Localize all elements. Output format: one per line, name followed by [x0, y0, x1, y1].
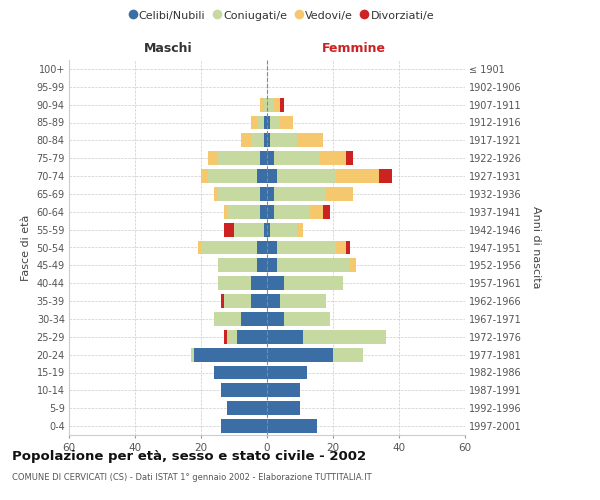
- Bar: [191, 348, 194, 362]
- Bar: [267, 240, 277, 254]
- Bar: [267, 205, 274, 219]
- Bar: [271, 116, 280, 130]
- Bar: [227, 330, 238, 344]
- Bar: [267, 222, 271, 236]
- Bar: [267, 98, 274, 112]
- Bar: [277, 169, 336, 183]
- Y-axis label: Anni di nascita: Anni di nascita: [532, 206, 541, 289]
- Bar: [218, 258, 257, 272]
- Bar: [267, 384, 300, 398]
- Bar: [284, 312, 330, 326]
- Bar: [296, 134, 323, 147]
- Bar: [267, 258, 277, 272]
- Bar: [217, 151, 260, 165]
- Bar: [217, 187, 260, 201]
- Bar: [280, 116, 293, 130]
- Bar: [260, 205, 267, 219]
- Bar: [194, 348, 267, 362]
- Bar: [267, 276, 284, 290]
- Bar: [218, 276, 251, 290]
- Bar: [326, 187, 353, 201]
- Bar: [274, 205, 310, 219]
- Bar: [224, 294, 251, 308]
- Bar: [251, 276, 267, 290]
- Bar: [277, 240, 336, 254]
- Bar: [198, 240, 201, 254]
- Bar: [221, 384, 267, 398]
- Bar: [221, 294, 224, 308]
- Bar: [280, 98, 284, 112]
- Bar: [241, 312, 267, 326]
- Bar: [241, 134, 251, 147]
- Y-axis label: Fasce di età: Fasce di età: [21, 214, 31, 280]
- Bar: [264, 98, 267, 112]
- Text: Maschi: Maschi: [143, 42, 193, 55]
- Bar: [379, 169, 392, 183]
- Bar: [260, 98, 264, 112]
- Bar: [333, 348, 362, 362]
- Text: COMUNE DI CERVICATI (CS) - Dati ISTAT 1° gennaio 2002 - Elaborazione TUTTITALIA.: COMUNE DI CERVICATI (CS) - Dati ISTAT 1°…: [12, 472, 371, 482]
- Bar: [257, 169, 267, 183]
- Bar: [304, 330, 386, 344]
- Bar: [337, 240, 346, 254]
- Bar: [208, 169, 257, 183]
- Bar: [267, 348, 333, 362]
- Text: Femmine: Femmine: [322, 42, 386, 55]
- Bar: [214, 187, 218, 201]
- Bar: [201, 169, 208, 183]
- Bar: [274, 187, 326, 201]
- Bar: [257, 258, 267, 272]
- Bar: [267, 151, 274, 165]
- Bar: [271, 134, 296, 147]
- Bar: [274, 151, 320, 165]
- Bar: [264, 222, 267, 236]
- Bar: [267, 419, 317, 433]
- Legend: Celibi/Nubili, Coniugati/e, Vedovi/e, Divorziati/e: Celibi/Nubili, Coniugati/e, Vedovi/e, Di…: [125, 6, 439, 25]
- Bar: [267, 330, 304, 344]
- Bar: [274, 98, 280, 112]
- Bar: [251, 116, 257, 130]
- Bar: [224, 205, 227, 219]
- Bar: [221, 419, 267, 433]
- Bar: [267, 401, 300, 415]
- Text: Popolazione per età, sesso e stato civile - 2002: Popolazione per età, sesso e stato civil…: [12, 450, 366, 463]
- Bar: [260, 151, 267, 165]
- Bar: [234, 222, 264, 236]
- Bar: [320, 151, 346, 165]
- Bar: [257, 240, 267, 254]
- Bar: [208, 151, 218, 165]
- Bar: [346, 151, 353, 165]
- Bar: [349, 258, 356, 272]
- Bar: [267, 134, 271, 147]
- Bar: [267, 169, 277, 183]
- Bar: [227, 401, 267, 415]
- Bar: [267, 312, 284, 326]
- Bar: [277, 258, 349, 272]
- Bar: [214, 366, 267, 380]
- Bar: [337, 169, 379, 183]
- Bar: [238, 330, 267, 344]
- Bar: [280, 294, 326, 308]
- Bar: [267, 187, 274, 201]
- Bar: [214, 312, 241, 326]
- Bar: [267, 116, 271, 130]
- Bar: [251, 294, 267, 308]
- Bar: [264, 134, 267, 147]
- Bar: [310, 205, 323, 219]
- Bar: [271, 222, 296, 236]
- Bar: [224, 222, 234, 236]
- Bar: [260, 187, 267, 201]
- Bar: [224, 330, 227, 344]
- Bar: [227, 205, 260, 219]
- Bar: [284, 276, 343, 290]
- Bar: [251, 134, 264, 147]
- Bar: [346, 240, 349, 254]
- Bar: [257, 116, 264, 130]
- Bar: [323, 205, 330, 219]
- Bar: [267, 294, 280, 308]
- Bar: [296, 222, 304, 236]
- Bar: [264, 116, 267, 130]
- Bar: [267, 366, 307, 380]
- Bar: [201, 240, 257, 254]
